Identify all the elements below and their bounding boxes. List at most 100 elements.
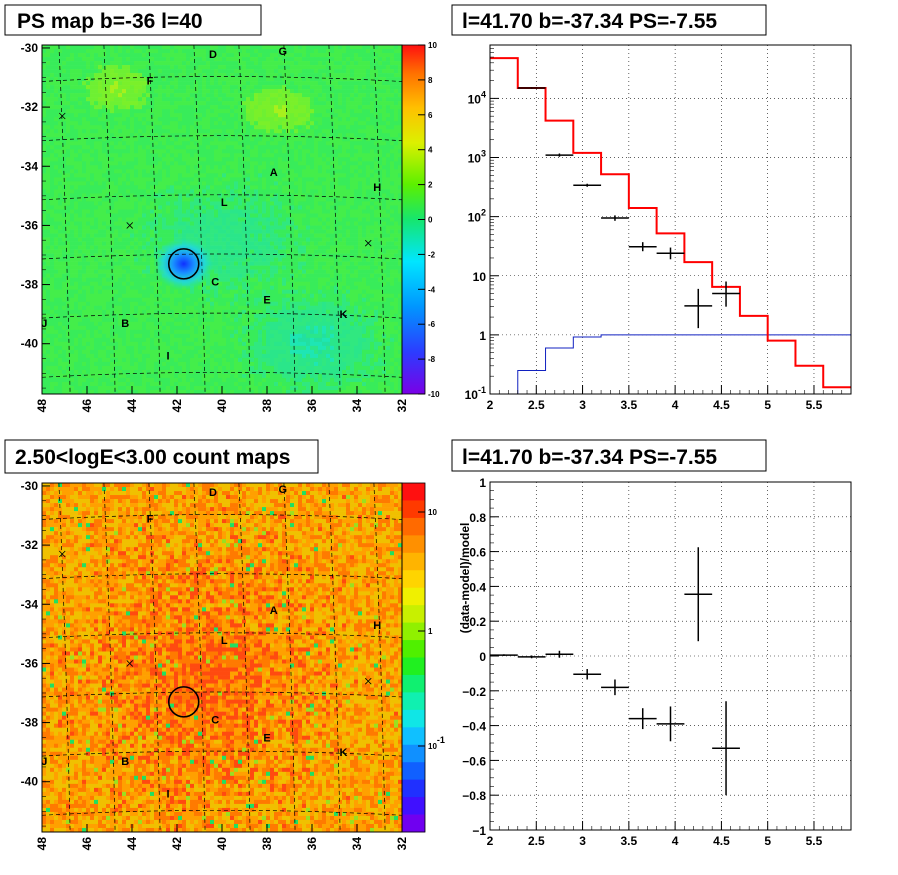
colorbar-step (402, 570, 425, 589)
x-tick-label: 34 (350, 399, 364, 413)
y-tick-label: -38 (21, 716, 39, 730)
source-label: H (373, 620, 381, 632)
x-tick-label: 44 (125, 399, 139, 413)
colorbar-step (402, 605, 425, 623)
source-label: K (340, 309, 348, 321)
ps-map-title: PS map b=-36 l=40 (17, 10, 203, 33)
source-label: C (211, 277, 219, 289)
colorbar-step (402, 535, 425, 554)
source-label: H (373, 182, 381, 194)
y-tick-label: -40 (21, 775, 39, 789)
x-tick-label: 48 (35, 399, 49, 413)
source-label: F (147, 513, 154, 525)
y-tick-label: -30 (21, 479, 39, 493)
source-label: D (209, 487, 217, 499)
x-tick-label: 44 (125, 837, 139, 851)
x-tick-label: 42 (170, 399, 184, 413)
x-tick-label: 40 (215, 837, 229, 851)
x-tick-label: 46 (80, 837, 94, 851)
y-tick-label: −0.8 (462, 789, 486, 803)
count-map-title: 2.50<logE<3.00 count maps (15, 446, 290, 469)
x-tick-label: 40 (215, 399, 229, 413)
x-tick-label: 5 (764, 398, 771, 412)
y-tick-label: 10 (473, 270, 487, 284)
y-tick-label: -32 (21, 538, 39, 552)
x-tick-label: 3.5 (621, 398, 638, 412)
colorbar-tick-label: 10-1 (428, 735, 445, 751)
x-tick-label: 2.5 (528, 398, 545, 412)
y-tick-label: -36 (21, 656, 39, 670)
colorbar-step (402, 500, 425, 519)
source-label: I (166, 351, 169, 363)
x-tick-label: 2 (487, 834, 494, 848)
source-label: B (121, 318, 129, 330)
y-tick-label: −0.2 (462, 685, 486, 699)
source-label: C (211, 715, 219, 727)
source-label: F (147, 75, 154, 87)
x-tick-label: 5.5 (806, 834, 823, 848)
spectrum-title: l=41.70 b=-37.34 PS=-7.55 (462, 10, 717, 33)
source-label: B (121, 756, 129, 768)
x-tick-label: 3 (579, 398, 586, 412)
colorbar-step (402, 640, 425, 658)
x-tick-label: 32 (395, 399, 409, 413)
spectrum-panel: l=41.70 b=-37.34 PS=-7.55 2 2.5 3 3.5 4 4.5 5 5… (451, 4, 852, 412)
y-tick-label: −0.4 (462, 720, 486, 734)
source-label: L (221, 635, 228, 647)
colorbar-tick-label: 10 (428, 508, 437, 517)
source-label: E (263, 732, 270, 744)
source-label: E (263, 294, 270, 306)
x-tick-label: 5 (764, 834, 771, 848)
colorbar-step (402, 744, 425, 763)
y-tick-label: -34 (21, 597, 39, 611)
colorbar-tick-label: -4 (428, 285, 436, 294)
x-tick-label: 2.5 (528, 834, 545, 848)
x-tick-label: 38 (260, 399, 274, 413)
colorbar-step (402, 692, 425, 711)
colorbar-tick-label: 8 (428, 76, 433, 85)
y-tick-label: -30 (21, 41, 39, 55)
source-label: K (340, 747, 348, 759)
colorbar-tick-label: -8 (428, 355, 436, 364)
count-map-colorbar: 10 1 10-1 (401, 482, 445, 833)
source-label: A (270, 605, 278, 617)
residual-panel: l=41.70 b=-37.34 PS=-7.55 2 2.5 3 3.5 4 4.5 5 5… (451, 439, 852, 848)
source-label: A (270, 167, 278, 179)
colorbar-step (402, 674, 425, 693)
y-tick-label: -36 (21, 218, 39, 232)
y-tick-label: 1 (479, 476, 486, 490)
colorbar-step (402, 727, 425, 746)
x-tick-label: 4 (672, 398, 679, 412)
residual-y-axis-label: (data-model)/model (458, 523, 472, 634)
model-red-histogram (490, 57, 851, 389)
colorbar-step (402, 779, 425, 798)
x-tick-label: 34 (350, 837, 364, 851)
colorbar-step (402, 762, 425, 781)
source-label: G (278, 46, 287, 58)
y-tick-label: −0.6 (462, 754, 486, 768)
source-label: L (221, 197, 228, 209)
colorbar-tick-label: 4 (428, 146, 433, 155)
y-tick-label: 104 (468, 89, 486, 106)
x-tick-label: 3 (579, 834, 586, 848)
y-tick-label: -40 (21, 337, 39, 351)
x-tick-label: 38 (260, 837, 274, 851)
model-blue-histogram (490, 334, 851, 395)
x-tick-label: 36 (305, 399, 319, 413)
y-tick-label: 103 (468, 149, 486, 166)
x-tick-label: 32 (395, 837, 409, 851)
source-label: G (278, 484, 287, 496)
colorbar-tick-label: 10 (428, 41, 437, 50)
x-tick-label: 42 (170, 837, 184, 851)
x-tick-label: 48 (35, 837, 49, 851)
source-label: I (166, 789, 169, 801)
x-tick-label: 4 (672, 834, 679, 848)
colorbar-tick-label: -6 (428, 320, 436, 329)
colorbar-tick-label: 1 (428, 627, 433, 636)
spectrum-frame (489, 44, 852, 395)
colorbar-step (402, 483, 425, 501)
source-excess-blob (153, 237, 214, 290)
